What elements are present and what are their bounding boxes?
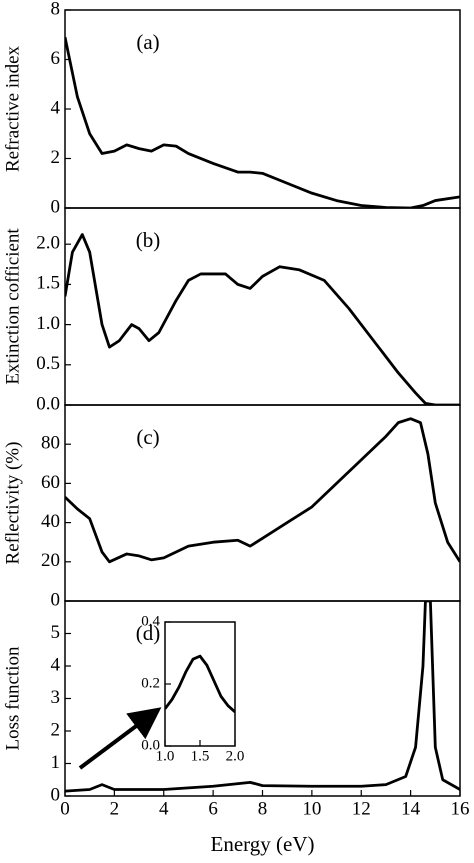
x-tick-label: 2.0 [226,749,245,765]
y-axis-label: Reflectivity (%) [2,442,23,565]
y-tick-label: 0.4 [141,613,160,629]
x-tick-label: 1.0 [156,749,175,765]
x-tick-label: 10 [302,799,321,820]
y-tick-label: 20 [41,550,60,571]
y-tick-label: 8 [51,0,61,19]
y-tick-label: 1.0 [36,313,60,334]
y-tick-label: 2.0 [36,233,60,254]
y-tick-label: 0 [51,784,61,805]
y-tick-label: 6 [51,48,61,69]
y-tick-label: 0.0 [141,737,160,753]
y-tick-label: 40 [41,511,60,532]
data-line [65,36,460,208]
y-tick-label: 4 [51,97,61,118]
y-tick-label: 3 [51,687,61,708]
plot-frame [64,600,461,797]
y-tick-label: 0 [51,589,61,610]
arrow [78,707,162,770]
panel-label: (c) [136,425,159,449]
y-tick-label: 80 [41,433,60,454]
panel-label: (d) [136,621,161,645]
x-tick-label: 2 [110,799,120,820]
panel-label: (b) [136,228,161,252]
y-tick-label: 5 [51,622,61,643]
x-tick-label: 16 [451,799,470,820]
panel-label: (a) [136,30,159,54]
plot-frame [64,404,461,602]
inset-background [165,622,235,746]
x-tick-label: 4 [159,799,169,820]
x-tick-label: 12 [352,799,371,820]
y-tick-label: 0.2 [141,675,160,691]
y-axis-label: Extinction cofficient [2,228,23,385]
x-tick-label: 0 [60,799,70,820]
y-tick-label: 0.0 [36,393,60,414]
y-tick-label: 4 [51,654,61,675]
y-tick-label: 1 [51,752,61,773]
x-tick-label: 14 [401,799,421,820]
data-line [65,417,460,564]
data-line [65,601,460,793]
y-tick-label: 0 [51,196,61,217]
x-tick-label: 1.5 [191,749,210,765]
x-tick-label: 8 [258,799,268,820]
y-axis-label: Refractive index [2,45,23,172]
y-axis-label: Loss function [2,646,23,750]
plot-frame [64,9,461,209]
y-tick-label: 2 [51,719,61,740]
x-axis-label: Energy (eV) [211,832,315,856]
x-tick-label: 6 [208,799,218,820]
data-line [65,233,460,405]
y-tick-label: 2 [51,147,61,168]
y-tick-label: 0.5 [36,353,60,374]
y-tick-label: 60 [41,472,60,493]
y-tick-label: 1.5 [36,273,60,294]
data-line [165,654,235,713]
